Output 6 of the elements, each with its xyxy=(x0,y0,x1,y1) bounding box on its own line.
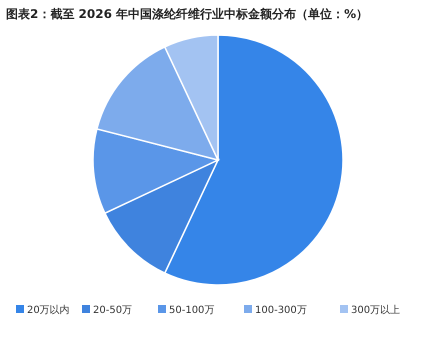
legend-label: 50-100万 xyxy=(169,305,214,316)
legend-label: 20-50万 xyxy=(93,305,132,316)
legend-label: 100-300万 xyxy=(255,305,307,316)
legend-label: 20万以内 xyxy=(27,304,70,316)
legend-label: 300万以上 xyxy=(351,304,400,316)
chart-title: 图表2：截至 2026 年中国涤纶纤维行业中标金额分布（单位：%） xyxy=(6,7,368,21)
